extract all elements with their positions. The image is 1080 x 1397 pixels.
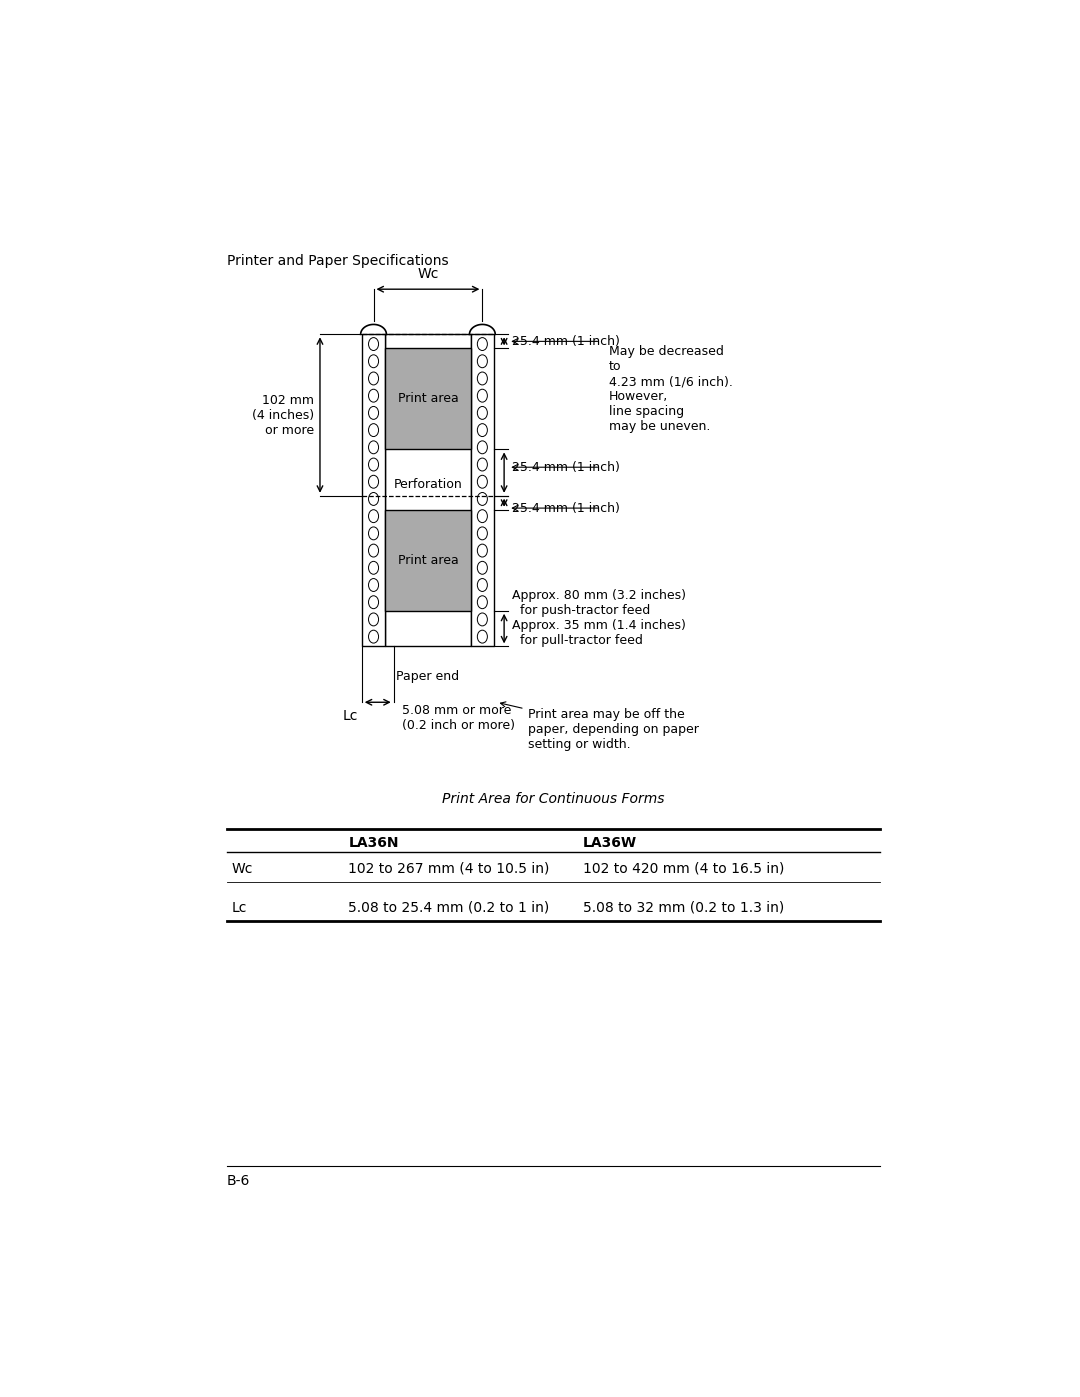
Text: Print area: Print area xyxy=(397,553,458,567)
Text: Printer and Paper Specifications: Printer and Paper Specifications xyxy=(227,254,448,268)
Text: Paper end: Paper end xyxy=(396,671,459,683)
Text: 25.4 mm (1 inch): 25.4 mm (1 inch) xyxy=(513,502,620,514)
Circle shape xyxy=(477,562,487,574)
Text: Lc: Lc xyxy=(342,708,357,722)
Bar xyxy=(362,334,386,647)
Circle shape xyxy=(368,630,379,643)
Text: Wc: Wc xyxy=(417,267,438,281)
Circle shape xyxy=(477,527,487,539)
Text: 25.4 mm (1 inch): 25.4 mm (1 inch) xyxy=(513,335,620,348)
Circle shape xyxy=(477,578,487,591)
Circle shape xyxy=(368,510,379,522)
Circle shape xyxy=(368,545,379,557)
Text: Print area: Print area xyxy=(397,393,458,405)
Circle shape xyxy=(368,458,379,471)
Bar xyxy=(386,348,471,450)
Text: 102 mm
(4 inches)
or more: 102 mm (4 inches) or more xyxy=(252,394,314,436)
Circle shape xyxy=(477,458,487,471)
Bar xyxy=(386,510,471,610)
Text: Lc: Lc xyxy=(231,901,246,915)
Bar xyxy=(471,334,494,647)
Text: Print area may be off the
paper, depending on paper
setting or width.: Print area may be off the paper, dependi… xyxy=(500,701,699,750)
Circle shape xyxy=(477,441,487,454)
Circle shape xyxy=(477,630,487,643)
Text: 5.08 to 32 mm (0.2 to 1.3 in): 5.08 to 32 mm (0.2 to 1.3 in) xyxy=(583,901,784,915)
Circle shape xyxy=(368,562,379,574)
Circle shape xyxy=(368,475,379,488)
Text: 5.08 mm or more
(0.2 inch or more): 5.08 mm or more (0.2 inch or more) xyxy=(402,704,515,732)
Circle shape xyxy=(368,338,379,351)
Text: 102 to 420 mm (4 to 16.5 in): 102 to 420 mm (4 to 16.5 in) xyxy=(583,862,784,876)
Circle shape xyxy=(477,613,487,626)
Text: 102 to 267 mm (4 to 10.5 in): 102 to 267 mm (4 to 10.5 in) xyxy=(349,862,550,876)
Circle shape xyxy=(368,423,379,437)
Circle shape xyxy=(477,338,487,351)
Circle shape xyxy=(477,423,487,437)
Circle shape xyxy=(477,510,487,522)
Text: Print Area for Continuous Forms: Print Area for Continuous Forms xyxy=(442,792,665,806)
Circle shape xyxy=(477,493,487,506)
Circle shape xyxy=(368,578,379,591)
Text: LA36W: LA36W xyxy=(583,837,637,851)
Circle shape xyxy=(477,407,487,419)
Circle shape xyxy=(477,390,487,402)
Circle shape xyxy=(368,493,379,506)
Text: Approx. 80 mm (3.2 inches)
  for push-tractor feed
Approx. 35 mm (1.4 inches)
  : Approx. 80 mm (3.2 inches) for push-trac… xyxy=(513,588,687,647)
Text: Perforation: Perforation xyxy=(393,478,462,492)
Circle shape xyxy=(477,372,487,386)
Text: May be decreased
to
4.23 mm (1/6 inch).
However,
line spacing
may be uneven.: May be decreased to 4.23 mm (1/6 inch). … xyxy=(609,345,732,433)
Text: 5.08 to 25.4 mm (0.2 to 1 in): 5.08 to 25.4 mm (0.2 to 1 in) xyxy=(349,901,550,915)
Circle shape xyxy=(368,527,379,539)
Circle shape xyxy=(368,441,379,454)
Circle shape xyxy=(368,613,379,626)
Circle shape xyxy=(368,372,379,386)
Circle shape xyxy=(368,390,379,402)
Circle shape xyxy=(368,407,379,419)
Text: Wc: Wc xyxy=(231,862,253,876)
Circle shape xyxy=(477,475,487,488)
Circle shape xyxy=(477,595,487,609)
Text: B-6: B-6 xyxy=(227,1175,251,1189)
Text: 25.4 mm (1 inch): 25.4 mm (1 inch) xyxy=(513,461,620,474)
Circle shape xyxy=(368,595,379,609)
Circle shape xyxy=(368,355,379,367)
Circle shape xyxy=(477,355,487,367)
Bar xyxy=(386,334,471,647)
Text: LA36N: LA36N xyxy=(349,837,399,851)
Circle shape xyxy=(477,545,487,557)
